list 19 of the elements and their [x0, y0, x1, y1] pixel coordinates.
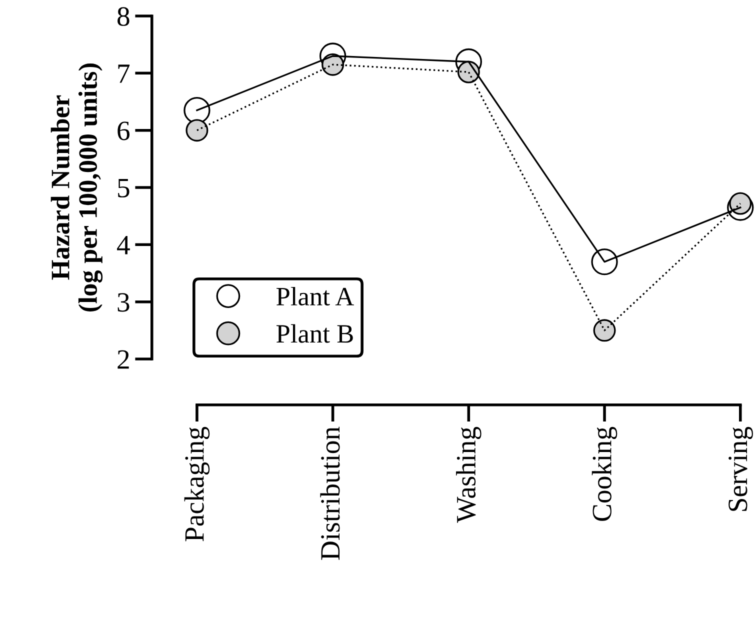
x-tick-label: Packaging [184, 426, 210, 542]
point [729, 192, 752, 215]
x-tick-label: Serving [728, 426, 753, 511]
y-tick-label: 4 [117, 236, 130, 254]
y-tick-label: 6 [118, 122, 130, 140]
point [591, 248, 618, 276]
y-tick-label: 5 [118, 178, 130, 198]
y-tick-label: 3 [118, 293, 130, 312]
y-tick-label: 2 [118, 350, 129, 369]
legend-label: Plant A [276, 286, 354, 306]
point [186, 119, 208, 142]
point [593, 319, 616, 342]
y-tick-label: 8 [118, 7, 130, 26]
y-axis-title: Hazard Number (log per 100,000 units) [50, 64, 103, 312]
legend-label: Plant B [276, 324, 353, 343]
x-tick-label: Distribution [320, 426, 340, 560]
y-tick-label: 7 [118, 64, 130, 83]
x-tick-label: Washing [456, 426, 482, 523]
x-tick-label: Cooking [592, 426, 618, 521]
